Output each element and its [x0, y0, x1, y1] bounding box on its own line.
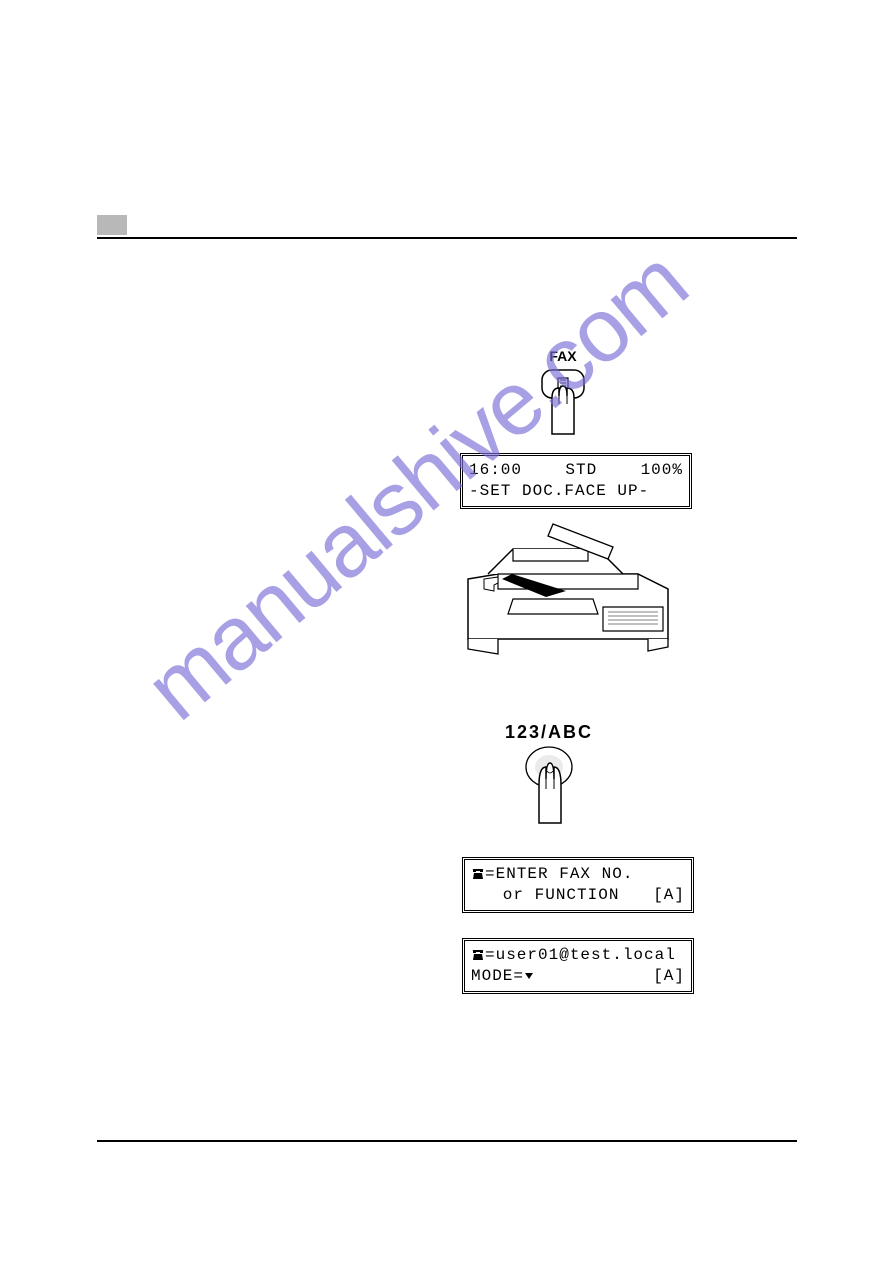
lcd1-mode: STD — [565, 460, 597, 481]
fax-machine-illustration — [458, 519, 678, 674]
lcd-display-standby: 16:00 STD 100% -SET DOC.FACE UP- — [460, 453, 692, 509]
down-triangle-icon — [524, 971, 534, 981]
fax-button-finger-icon — [528, 366, 598, 436]
fax-button-illustration: FAX — [528, 348, 598, 441]
phone-icon — [471, 949, 485, 961]
abc-button-illustration: 123/ABC — [504, 722, 594, 830]
abc-button-finger-icon — [504, 745, 594, 825]
lcd3-line2-left: MODE= — [471, 967, 524, 985]
abc-label: 123/ABC — [504, 722, 594, 743]
lcd1-line2: -SET DOC.FACE UP- — [469, 481, 683, 502]
lcd2-line1: =ENTER FAX NO. — [485, 865, 633, 883]
lcd2-line2-left: or FUNCTION — [471, 885, 619, 906]
lcd3-line1: =user01@test.local — [485, 946, 676, 964]
lcd-display-enter-fax: =ENTER FAX NO. or FUNCTION [A] — [462, 857, 694, 913]
fax-label: FAX — [528, 348, 598, 364]
machine-icon — [458, 519, 678, 669]
lcd-display-email: =user01@test.local MODE= [A] — [462, 938, 694, 994]
lcd1-time: 16:00 — [469, 460, 522, 481]
lcd2-line2-right: [A] — [653, 885, 685, 906]
lcd1-zoom: 100% — [641, 460, 683, 481]
header-tab — [97, 215, 127, 235]
header-line — [97, 237, 797, 239]
footer-line — [97, 1140, 797, 1142]
phone-icon — [471, 868, 485, 880]
lcd3-line2-right: [A] — [653, 966, 685, 987]
